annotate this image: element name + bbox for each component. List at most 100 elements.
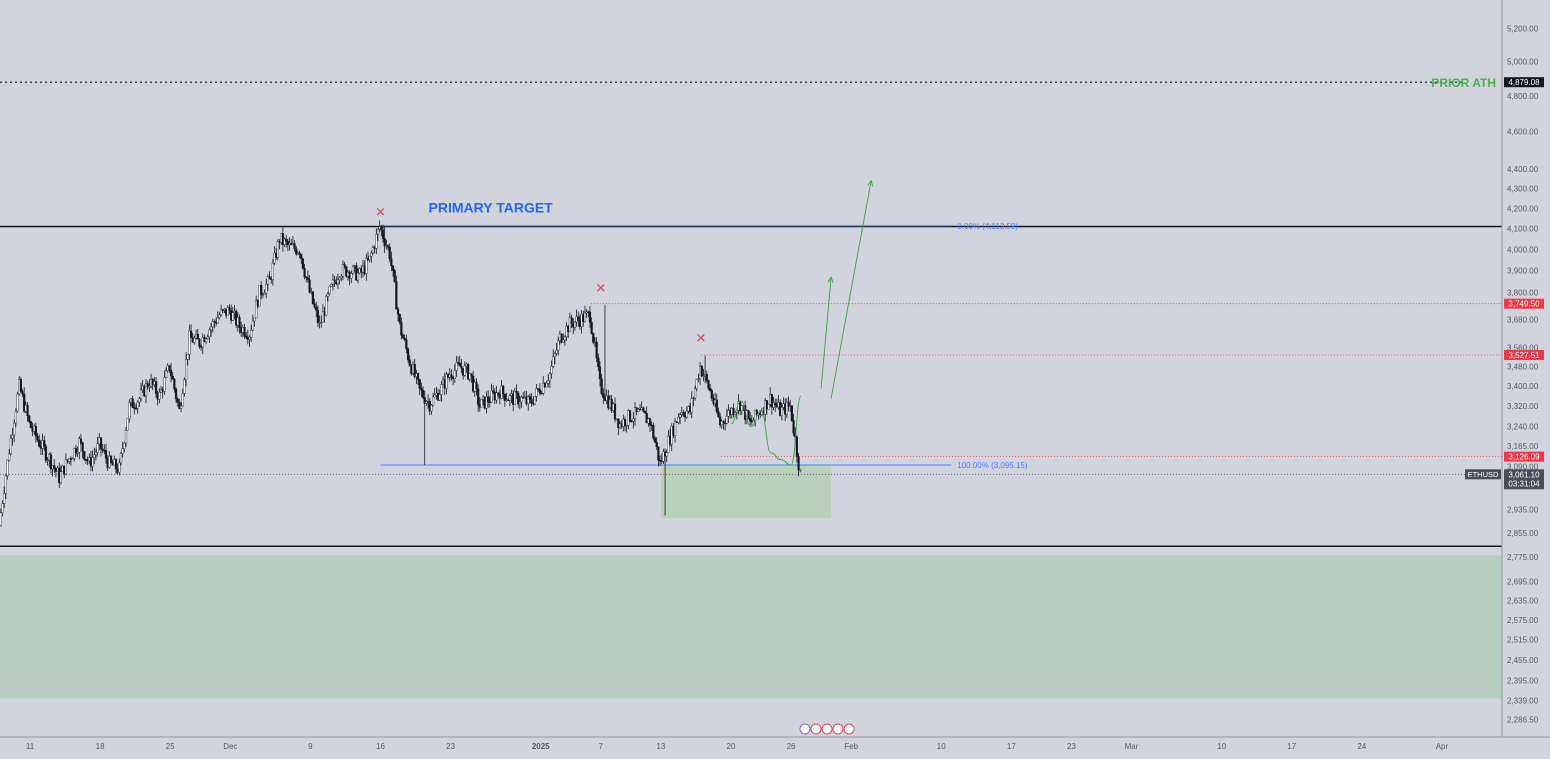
economic-events[interactable] xyxy=(799,723,855,735)
candle-body xyxy=(690,398,693,413)
candle-body xyxy=(118,462,121,473)
candle xyxy=(64,453,68,476)
candle xyxy=(398,313,401,325)
candle xyxy=(350,270,353,284)
candle-body xyxy=(467,364,470,380)
candle xyxy=(285,234,288,248)
candle-body xyxy=(570,317,573,324)
candle-body xyxy=(228,307,231,311)
price-tick-label: 2,775.00 xyxy=(1507,553,1539,562)
event-flag-icon-2[interactable] xyxy=(821,723,833,735)
price-tick-label: 3,400.00 xyxy=(1507,382,1539,391)
candle xyxy=(13,419,16,443)
candle xyxy=(418,379,421,395)
candle-body xyxy=(418,379,421,389)
candle xyxy=(430,404,433,415)
candle xyxy=(642,406,645,413)
candle-body xyxy=(81,442,84,452)
candle xyxy=(780,402,783,421)
candle-body xyxy=(36,435,39,441)
candle-body xyxy=(747,410,750,419)
candle-body xyxy=(208,329,211,337)
candle xyxy=(16,391,19,413)
candle-body xyxy=(91,457,94,467)
time-tick-label: 17 xyxy=(1007,742,1016,751)
candle-body xyxy=(253,317,256,322)
candle-body xyxy=(375,234,378,249)
candle-body xyxy=(386,245,390,248)
candle xyxy=(467,362,470,381)
candle-body xyxy=(189,330,193,338)
candle-body xyxy=(376,228,380,235)
candle-body xyxy=(158,392,161,400)
candle xyxy=(405,334,408,354)
candle-body xyxy=(533,396,536,405)
candle xyxy=(460,359,463,374)
candle-body xyxy=(655,442,658,447)
candle-body xyxy=(425,401,428,404)
candle-body xyxy=(38,439,41,447)
price-label-red-2: 3,527.51 xyxy=(1504,350,1544,361)
candle xyxy=(305,276,308,283)
up-arrow-2[interactable] xyxy=(830,180,872,399)
candle xyxy=(715,393,718,414)
candle-body xyxy=(368,255,371,260)
candle xyxy=(74,444,78,457)
candle xyxy=(787,396,790,412)
candle-body xyxy=(114,459,118,470)
candle-body xyxy=(492,390,495,393)
event-flag-icon-1[interactable] xyxy=(810,723,822,735)
candle xyxy=(740,405,743,415)
candle-body xyxy=(707,380,710,389)
candle-body xyxy=(715,399,718,412)
rejection-marker-2[interactable]: ✕ xyxy=(595,280,606,295)
time-tick-label: 24 xyxy=(1357,742,1366,751)
candle xyxy=(144,379,148,404)
candle-body xyxy=(213,321,216,323)
time-axis[interactable]: 11 18 25 Dec 9 16 23 2025 7 13 20 26 Feb 10 17 23 Mar 10 1… xyxy=(0,736,1550,759)
candle-body xyxy=(273,252,276,264)
price-axis[interactable]: 5,200.00 5,000.00 4,800.00 4,600.00 4,400.00… xyxy=(1465,0,1550,759)
candle-body xyxy=(261,294,264,296)
prior-ath-label[interactable]: PRIOR ATH xyxy=(1431,76,1496,90)
candle xyxy=(542,375,545,396)
candle xyxy=(381,224,385,243)
current-price-value: 3,061.10 xyxy=(1508,470,1540,479)
event-flag-icon-3[interactable] xyxy=(832,723,844,735)
price-tick-label: 4,300.00 xyxy=(1507,184,1539,193)
candle-body xyxy=(285,238,288,242)
candle xyxy=(26,402,29,422)
candle-body xyxy=(154,381,158,394)
up-arrow-1[interactable] xyxy=(820,277,832,389)
event-lightning-icon[interactable] xyxy=(799,723,811,735)
fib-retracement[interactable]: 0.00% (4,113.59) 100.00% (3,095.15) xyxy=(380,222,1028,470)
event-flag-icon-4[interactable] xyxy=(843,723,855,735)
candle xyxy=(193,335,196,345)
candle xyxy=(341,260,345,281)
candle xyxy=(408,355,411,367)
projected-path[interactable] xyxy=(730,395,802,466)
candle xyxy=(253,317,256,327)
candle xyxy=(513,387,516,405)
price-tick-label: 5,200.00 xyxy=(1507,25,1539,34)
candle-body xyxy=(146,383,149,388)
candle-body xyxy=(502,385,505,395)
candle-body xyxy=(248,336,251,340)
rejection-marker-3[interactable]: ✕ xyxy=(695,331,706,346)
candle-body xyxy=(303,268,306,278)
candle-body xyxy=(283,238,286,245)
primary-target-label[interactable]: PRIMARY TARGET xyxy=(429,199,554,215)
candle xyxy=(774,398,777,413)
candle-body xyxy=(598,366,602,380)
candle-body xyxy=(171,375,174,380)
candle xyxy=(205,337,208,345)
candle xyxy=(695,378,698,392)
candle xyxy=(78,436,81,460)
candle-body xyxy=(343,264,346,267)
candle xyxy=(1,500,4,517)
candle-body xyxy=(266,276,269,285)
rejection-marker-1[interactable]: ✕ xyxy=(375,204,386,219)
candle-body xyxy=(295,248,298,255)
candle xyxy=(393,269,396,283)
